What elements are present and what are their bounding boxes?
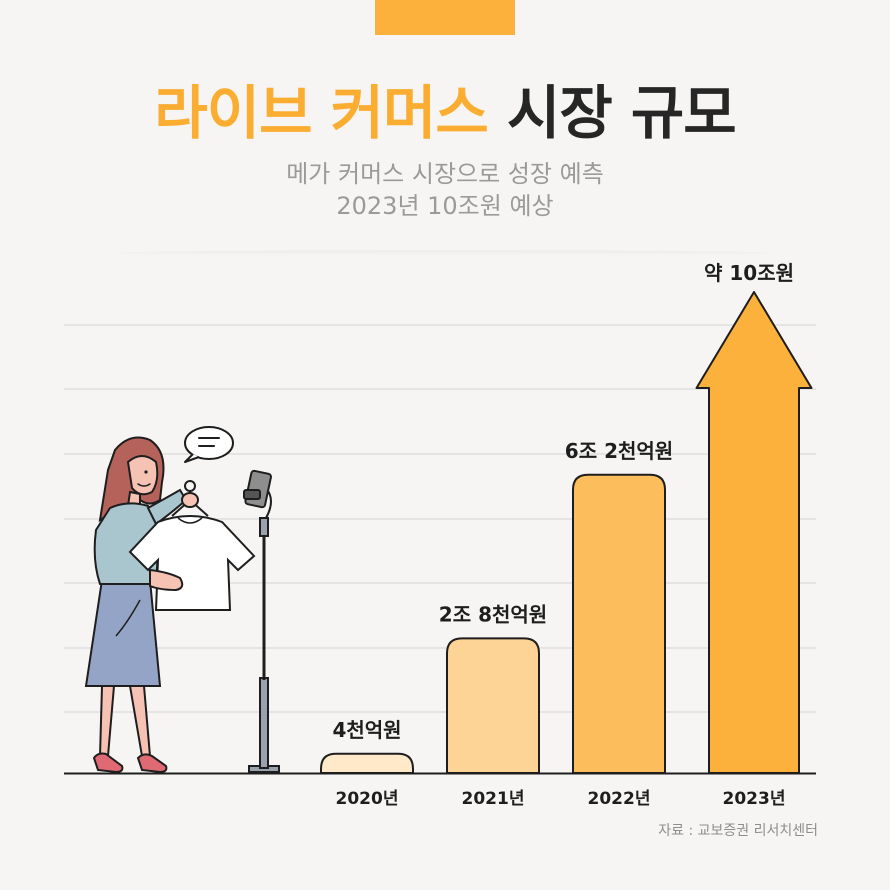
category-label-3: 2023년	[723, 789, 786, 809]
page-title: 라이브 커머스 시장 규모	[0, 80, 890, 146]
value-labels: 4천억원 2조 8천억원 6조 2천억원 약 10조원	[332, 261, 794, 742]
category-label-0: 2020년	[336, 789, 399, 809]
top-accent-tab	[375, 0, 515, 35]
title-accent: 라이브 커머스	[154, 79, 488, 147]
grid-lines	[64, 324, 816, 713]
bar-arrow-3	[695, 291, 813, 774]
bar-0	[320, 752, 414, 774]
speech-bubble-icon	[184, 426, 234, 463]
shoe	[136, 753, 168, 774]
category-label-1: 2021년	[462, 789, 525, 809]
title-rest: 시장 규모	[506, 79, 737, 147]
source-note: 자료 : 교보증권 리서치센터	[658, 823, 818, 839]
hanger-icon	[184, 480, 196, 492]
live-seller-illustration	[84, 426, 256, 774]
shoe	[92, 752, 124, 774]
subtitle-line-1: 메가 커머스 시장으로 성장 예측	[286, 160, 604, 188]
skirt	[84, 579, 162, 687]
bar-2	[572, 473, 666, 774]
face	[126, 455, 159, 496]
subtitle: 메가 커머스 시장으로 성장 예측 2023년 10조원 예상	[0, 158, 890, 222]
bars	[320, 291, 813, 774]
value-label-2: 6조 2천억원	[565, 439, 673, 463]
bar-1	[446, 637, 540, 774]
value-label-3: 약 10조원	[704, 261, 794, 285]
header-divider	[120, 250, 770, 256]
subtitle-line-2: 2023년 10조원 예상	[336, 192, 554, 220]
value-label-0: 4천억원	[332, 718, 401, 742]
value-label-1: 2조 8천억원	[439, 602, 547, 626]
category-labels: 2020년 2021년 2022년 2023년	[336, 789, 786, 809]
category-label-2: 2022년	[588, 789, 651, 809]
phone-stand-icon	[243, 469, 280, 773]
